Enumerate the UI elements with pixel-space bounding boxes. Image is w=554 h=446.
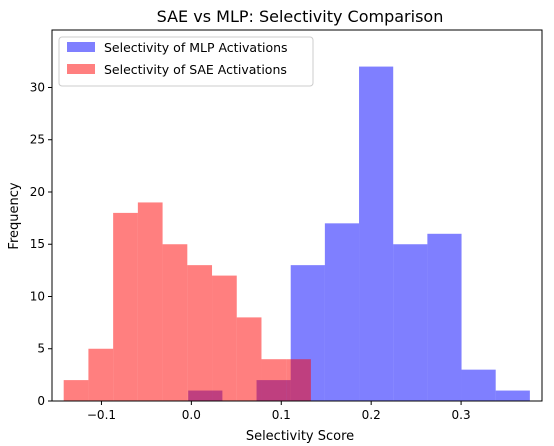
- bar-series-1-bin-8: [261, 359, 287, 401]
- legend-label-sae: Selectivity of SAE Activations: [104, 62, 287, 77]
- bar-series-0-bin-4: [324, 223, 360, 401]
- y-axis-ticks: 0 5 10 15 20 25 30: [30, 80, 52, 408]
- y-tick-label: 5: [37, 342, 45, 356]
- y-tick-label: 15: [30, 237, 45, 251]
- bar-series-0-bin-7: [427, 233, 462, 401]
- x-axis-label: Selectivity Score: [246, 429, 354, 444]
- bar-series-1-bin-0: [63, 380, 89, 401]
- bar-series-1-bin-2: [113, 212, 138, 401]
- y-tick-label: 20: [30, 185, 45, 199]
- legend-box: [58, 36, 314, 87]
- x-tick-label: −0.1: [87, 408, 116, 422]
- bars-layer: [63, 66, 530, 401]
- bar-series-1-bin-6: [212, 275, 237, 401]
- bar-series-1-bin-1: [88, 348, 114, 401]
- y-tick-label: 30: [30, 80, 45, 94]
- x-tick-label: 0.1: [272, 408, 291, 422]
- bar-series-0-bin-5: [359, 66, 394, 401]
- y-tick-label: 0: [37, 394, 45, 408]
- bar-series-1-bin-7: [236, 317, 262, 401]
- y-tick-label: 25: [30, 133, 45, 147]
- bar-series-0-bin-6: [393, 244, 428, 401]
- bar-series-1-bin-3: [137, 202, 163, 401]
- plot-frame: [51, 29, 543, 402]
- chart-title: SAE vs MLP: Selectivity Comparison: [157, 7, 444, 26]
- legend-label-mlp: Selectivity of MLP Activations: [104, 40, 288, 55]
- x-tick-label: 0.3: [452, 408, 471, 422]
- y-axis-label: Frequency: [7, 182, 22, 249]
- bar-series-1-bin-4: [162, 244, 188, 401]
- legend-swatch-sae: [67, 64, 95, 74]
- x-axis-ticks: −0.1 0.0 0.1 0.2 0.3: [87, 401, 471, 422]
- legend: Selectivity of MLP Activations Selectivi…: [58, 36, 314, 87]
- bar-series-1-bin-9: [286, 359, 311, 401]
- bar-series-0-bin-9: [495, 390, 530, 401]
- legend-swatch-mlp: [67, 42, 95, 52]
- x-tick-label: 0.2: [362, 408, 381, 422]
- y-tick-label: 10: [30, 289, 45, 303]
- bar-series-1-bin-5: [187, 265, 213, 401]
- x-tick-label: 0.0: [182, 408, 201, 422]
- bar-series-0-bin-8: [461, 369, 496, 401]
